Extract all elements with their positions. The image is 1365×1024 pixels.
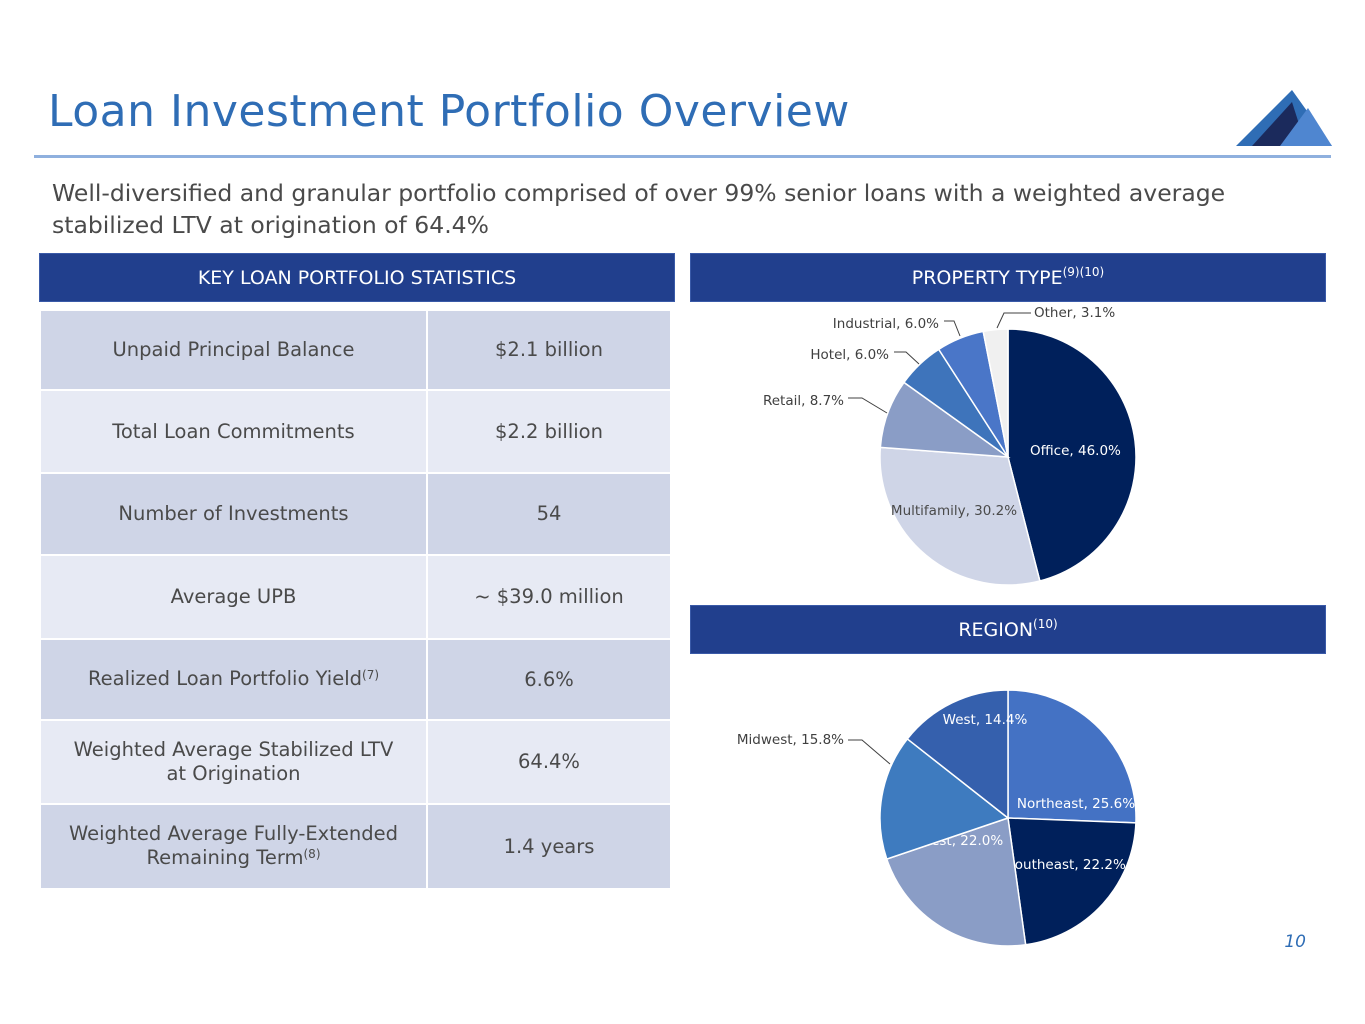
data-label-office: Office, 46.0% <box>1030 443 1121 459</box>
data-label-multifamily: Multifamily, 30.2% <box>891 503 1017 519</box>
footnote-marker: (8) <box>303 846 321 861</box>
stat-label: Total Loan Commitments <box>39 389 428 474</box>
stat-label-line2: Remaining Term <box>146 845 304 869</box>
region-header-label: REGION <box>958 618 1034 641</box>
region-header: REGION (10) <box>690 605 1326 654</box>
pie-slice-southeast <box>1007 817 1137 946</box>
data-label-hotel: Hotel, 6.0% <box>810 347 889 363</box>
table-row: Total Loan Commitments $2.2 billion <box>39 389 672 474</box>
table-row: Average UPB ~ $39.0 million <box>39 554 672 640</box>
stat-label: Unpaid Principal Balance <box>39 309 428 391</box>
page-title: Loan Investment Portfolio Overview <box>48 86 850 137</box>
data-label-midwest: Midwest, 15.8% <box>737 732 844 748</box>
page-number: 10 <box>1284 932 1306 952</box>
footnote-marker: (10) <box>1033 616 1058 631</box>
stat-label: Number of Investments <box>39 472 428 556</box>
table-row: Weighted Average Stabilized LTV at Origin… <box>39 719 672 805</box>
stat-label-cell: Realized Loan Portfolio Yield(7) <box>39 638 428 721</box>
table-row: Number of Investments 54 <box>39 472 672 556</box>
data-label-west: West, 14.4% <box>943 712 1028 728</box>
stat-label-cell: Weighted Average Stabilized LTV at Origin… <box>39 719 428 805</box>
region-pie-chart: Northeast, 25.6%Southeast, 22.2%Southwes… <box>737 689 1137 947</box>
stats-table: Unpaid Principal Balance $2.1 billion To… <box>39 309 672 890</box>
stat-label: Average UPB <box>39 554 428 640</box>
footnote-marker: (9)(10) <box>1062 264 1105 279</box>
pie-slice-west <box>906 689 1009 820</box>
property-header-label: PROPERTY TYPE <box>911 266 1063 289</box>
stat-value: 64.4% <box>426 719 672 805</box>
leader-line-other <box>996 312 1031 329</box>
leader-line-midwest <box>848 739 891 765</box>
leader-line-hotel <box>894 351 920 365</box>
property-type-header: PROPERTY TYPE (9)(10) <box>690 253 1326 302</box>
leader-line-retail <box>848 397 888 414</box>
page-subtitle: Well-diversified and granular portfolio … <box>52 179 1226 239</box>
stats-header-label: KEY LOAN PORTFOLIO STATISTICS <box>197 266 517 289</box>
stat-value: $2.1 billion <box>426 309 672 391</box>
data-label-northeast: Northeast, 25.6% <box>1017 796 1135 812</box>
stat-value: $2.2 billion <box>426 389 672 474</box>
data-label-retail: Retail, 8.7% <box>763 393 844 409</box>
stat-label-cell: Weighted Average Fully-Extended Remaining… <box>39 803 428 890</box>
table-row: Unpaid Principal Balance $2.1 billion <box>39 309 672 391</box>
pie-slice-multifamily <box>879 446 1041 586</box>
stat-label-line1: Weighted Average Stabilized LTV <box>73 738 394 761</box>
stat-label-line1: Weighted Average Fully-Extended <box>69 821 398 845</box>
pie-slice-office <box>1007 328 1137 582</box>
property-type-pie-chart: Office, 46.0% Multifamily, 30.2% Retail, 8… <box>763 305 1137 586</box>
data-label-other: Other, 3.1% <box>1034 305 1115 321</box>
table-row: Realized Loan Portfolio Yield(7) 6.6% <box>39 638 672 721</box>
stat-value: ~ $39.0 million <box>426 554 672 640</box>
stat-value: 54 <box>426 472 672 556</box>
footnote-marker: (7) <box>362 667 380 682</box>
pie-slice-midwest <box>879 737 1010 861</box>
mountain-logo-icon <box>1236 90 1332 146</box>
stat-label-line2: at Origination <box>166 762 301 785</box>
pie-slice-southwest <box>885 816 1027 947</box>
leader-line-industrial <box>944 320 961 337</box>
pie-slice-other <box>982 328 1009 458</box>
title-divider <box>34 155 1331 158</box>
stats-section-header: KEY LOAN PORTFOLIO STATISTICS <box>39 253 675 302</box>
table-row: Weighted Average Fully-Extended Remaining… <box>39 803 672 890</box>
stat-value: 6.6% <box>426 638 672 721</box>
data-label-southeast: Southeast, 22.2% <box>1006 857 1126 873</box>
data-label-industrial: Industrial, 6.0% <box>833 316 939 332</box>
stat-value: 1.4 years <box>426 803 672 890</box>
stat-label: Realized Loan Portfolio Yield <box>87 666 363 690</box>
pie-slice-northeast <box>1007 689 1137 824</box>
